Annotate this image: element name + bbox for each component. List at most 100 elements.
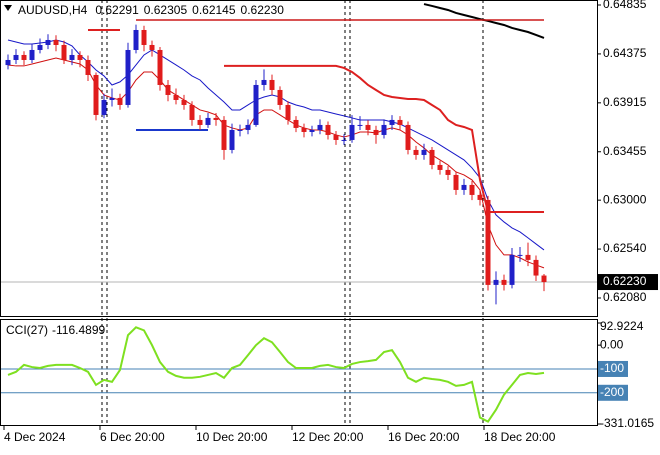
high-value: 0.62305 <box>144 3 188 17</box>
y-tick-label: 0.00 <box>600 337 624 351</box>
candle-body <box>517 254 523 256</box>
candle-body <box>165 84 171 95</box>
candle-body <box>5 59 11 66</box>
candle-body <box>317 124 323 130</box>
candle-body <box>245 124 251 130</box>
y-tick-label: 0.64375 <box>603 46 647 60</box>
y-tick-label: 0.62540 <box>603 241 647 255</box>
candle-body <box>205 117 211 125</box>
candle-body <box>93 74 99 115</box>
price-tag-label: 0.62230 <box>603 274 647 288</box>
separators <box>101 0 484 426</box>
cci-title: CCI(27) <box>6 323 48 337</box>
y-tick-label: 0.62080 <box>603 290 647 304</box>
candle-body <box>381 124 387 135</box>
candle-body <box>109 97 115 100</box>
candle-body <box>53 39 59 45</box>
candle-body <box>29 49 35 60</box>
candle-body <box>69 54 75 60</box>
candle-body <box>477 194 483 200</box>
overlay-line <box>423 3 545 39</box>
y-tick-label: -100 <box>600 361 624 375</box>
candle-body <box>373 129 379 135</box>
candle-body <box>45 39 51 45</box>
x-tick-label: 12 Dec 20:00 <box>292 430 364 444</box>
candle-body <box>277 89 283 105</box>
candle-body <box>309 129 315 132</box>
candle-body <box>469 184 475 195</box>
candle-body <box>485 199 491 285</box>
main-frame <box>0 0 598 317</box>
candle-body <box>445 169 451 175</box>
candle-body <box>21 54 27 60</box>
candle-body <box>213 117 219 120</box>
candle-body <box>349 124 355 140</box>
y-tick-label: -200 <box>600 385 624 399</box>
candle-body <box>453 174 459 190</box>
cci-value: -116.4899 <box>52 323 105 337</box>
candle-body <box>389 119 395 125</box>
y-tick-label: 0.63915 <box>603 95 647 109</box>
candle-body <box>261 79 267 85</box>
x-tick-label: 18 Dec 20:00 <box>484 430 556 444</box>
y-tick-label: -331.0165 <box>600 416 654 430</box>
candle-body <box>133 29 139 50</box>
candle-body <box>37 44 43 50</box>
candle-body <box>365 124 371 130</box>
candle-body <box>149 44 155 50</box>
candle-body <box>397 119 403 125</box>
candle-body <box>181 99 187 105</box>
x-tick-label: 10 Dec 20:00 <box>196 430 268 444</box>
candle-body <box>141 29 147 45</box>
close-value: 0.62230 <box>241 3 285 17</box>
candle-body <box>13 54 19 60</box>
candle-body <box>493 279 499 285</box>
cci-header: CCI(27) -116.4899 <box>6 323 105 337</box>
candle-body <box>325 124 331 135</box>
candle-body <box>125 49 131 105</box>
level-tag <box>598 384 628 401</box>
candle-body <box>117 97 123 105</box>
candle-body <box>405 124 411 150</box>
candle-body <box>437 164 443 170</box>
cci-frame <box>0 319 598 426</box>
y-tick-label: 0.63000 <box>603 192 647 206</box>
candle-body <box>157 49 163 85</box>
candle-body <box>101 99 107 115</box>
overlay-line <box>7 57 545 269</box>
candle-body <box>301 127 307 132</box>
cci-line <box>7 326 545 423</box>
candle-body <box>189 104 195 120</box>
symbol: AUDUSD,H4 <box>18 3 88 17</box>
candle-body <box>61 44 67 60</box>
overlay-line <box>7 39 545 251</box>
candle-body <box>341 139 347 141</box>
x-tick-label: 16 Dec 20:00 <box>388 430 460 444</box>
candle-body <box>269 79 275 90</box>
candle-body <box>85 59 91 75</box>
open-value: 0.62291 <box>95 3 139 17</box>
candle-body <box>237 129 243 131</box>
candle-body <box>509 254 515 285</box>
candle-body <box>173 94 179 100</box>
overlay-line <box>88 28 544 213</box>
level-tag <box>598 360 628 377</box>
candle-body <box>541 275 547 283</box>
candle-body <box>533 259 539 276</box>
candle-body <box>197 119 203 125</box>
candle-body <box>221 119 227 150</box>
candle-body <box>525 254 531 260</box>
candle-body <box>357 124 363 126</box>
y-tick-label: 92.9224 <box>600 319 644 333</box>
candle-body <box>333 134 339 140</box>
candle-body <box>421 149 427 155</box>
candle-body <box>293 119 299 128</box>
price-tag <box>598 274 658 291</box>
candle-body <box>429 149 435 165</box>
candle-body <box>285 104 291 120</box>
y-tick-label: 0.63455 <box>603 144 647 158</box>
candle-body <box>461 184 467 190</box>
x-tick-label: 4 Dec 2024 <box>4 430 66 444</box>
